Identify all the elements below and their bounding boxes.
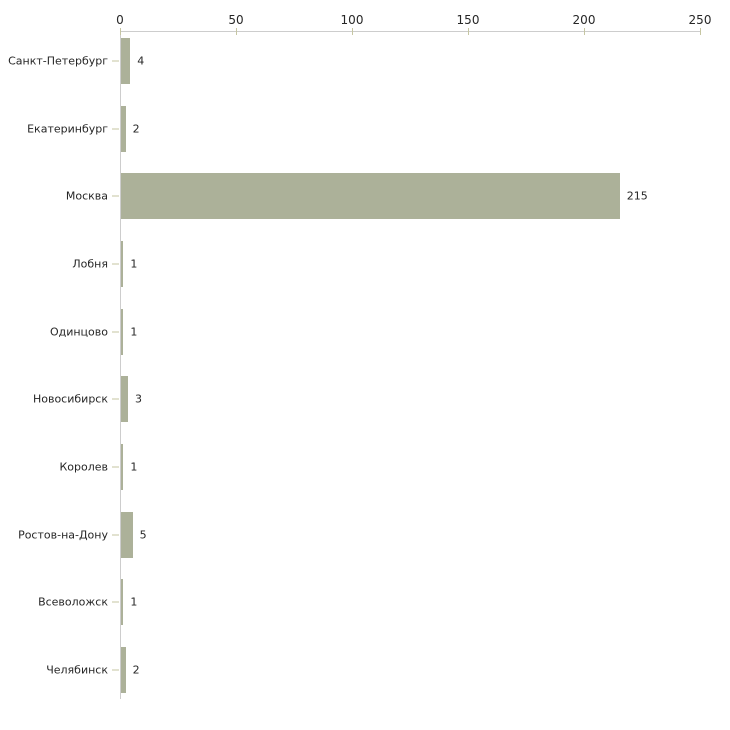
category-label: Новосибирск bbox=[32, 392, 108, 406]
bar-value-label: 3 bbox=[134, 392, 142, 406]
bar bbox=[121, 579, 124, 626]
chart-row: Ростов-на-Дону 5 bbox=[0, 501, 730, 569]
category-label: Москва bbox=[65, 189, 108, 203]
category-label: Ростов-на-Дону bbox=[18, 528, 108, 542]
category-label: Екатеринбург bbox=[27, 122, 108, 136]
chart-row: Челябинск 2 bbox=[0, 636, 730, 704]
x-axis-tick-mark bbox=[467, 28, 469, 35]
bar-value-label: 1 bbox=[130, 460, 138, 474]
bar bbox=[121, 37, 131, 84]
x-axis-tick-label: 100 bbox=[340, 13, 364, 27]
category-label: Одинцово bbox=[49, 325, 108, 339]
x-axis-tick-mark bbox=[699, 28, 701, 35]
bar-value-label: 5 bbox=[139, 528, 147, 542]
x-axis-tick-label: 200 bbox=[572, 13, 596, 27]
x-axis-tick-mark bbox=[583, 28, 585, 35]
category-label: Челябинск bbox=[46, 663, 108, 677]
x-axis-tick-mark bbox=[119, 28, 121, 35]
category-label: Королев bbox=[59, 460, 108, 474]
bar bbox=[121, 105, 126, 152]
category-tick-mark bbox=[112, 669, 119, 671]
category-tick-mark bbox=[112, 331, 119, 333]
x-axis-tick-mark bbox=[235, 28, 237, 35]
chart-row: Лобня 1 bbox=[0, 230, 730, 298]
x-axis-tick-mark bbox=[351, 28, 353, 35]
bar bbox=[121, 511, 133, 558]
x-axis-tick-label: 150 bbox=[456, 13, 480, 27]
bar-value-label: 1 bbox=[130, 257, 138, 271]
bar-value-label: 2 bbox=[132, 122, 140, 136]
x-axis-tick-label: 50 bbox=[228, 13, 244, 27]
category-tick-mark bbox=[112, 263, 119, 265]
y-axis-line bbox=[120, 31, 121, 699]
chart-rows: Санкт-Петербург 4 Екатеринбург 2 Москва … bbox=[0, 27, 730, 704]
category-label: Санкт-Петербург bbox=[8, 54, 108, 68]
bar-value-label: 2 bbox=[132, 663, 140, 677]
x-axis-line bbox=[120, 31, 701, 32]
bar bbox=[121, 240, 124, 287]
chart-row: Королев 1 bbox=[0, 433, 730, 501]
category-tick-mark bbox=[112, 128, 119, 130]
bar bbox=[121, 376, 128, 423]
bar bbox=[121, 308, 124, 355]
bar bbox=[121, 444, 124, 491]
chart-row: Всеволожск 1 bbox=[0, 569, 730, 637]
category-tick-mark bbox=[112, 60, 119, 62]
category-tick-mark bbox=[112, 195, 119, 197]
x-axis-tick-label: 0 bbox=[116, 13, 124, 27]
bar-value-label: 4 bbox=[137, 54, 145, 68]
category-tick-mark bbox=[112, 601, 119, 603]
category-tick-mark bbox=[112, 466, 119, 468]
chart-row: Москва 215 bbox=[0, 162, 730, 230]
bar-value-label: 215 bbox=[626, 189, 648, 203]
chart-row: Санкт-Петербург 4 bbox=[0, 27, 730, 95]
bar-value-label: 1 bbox=[130, 595, 138, 609]
x-axis-tick-label: 250 bbox=[688, 13, 712, 27]
bar bbox=[121, 647, 126, 694]
bar bbox=[121, 173, 620, 220]
category-tick-mark bbox=[112, 398, 119, 400]
chart-row: Екатеринбург 2 bbox=[0, 95, 730, 163]
category-tick-mark bbox=[112, 534, 119, 536]
chart-row: Новосибирск 3 bbox=[0, 366, 730, 434]
chart-row: Одинцово 1 bbox=[0, 298, 730, 366]
category-label: Лобня bbox=[72, 257, 108, 271]
category-label: Всеволожск bbox=[38, 595, 108, 609]
bar-value-label: 1 bbox=[130, 325, 138, 339]
